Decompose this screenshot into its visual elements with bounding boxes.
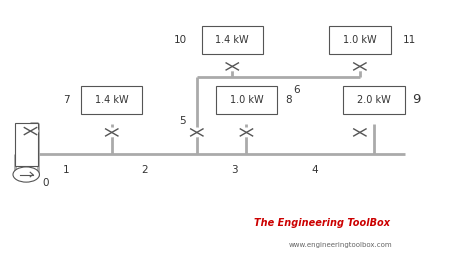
Circle shape [23,127,38,135]
Text: The Engineering ToolBox: The Engineering ToolBox [254,218,390,229]
Circle shape [13,167,39,182]
FancyBboxPatch shape [81,85,143,114]
FancyBboxPatch shape [329,26,391,54]
Text: 1.4 kW: 1.4 kW [216,35,249,45]
Circle shape [225,62,240,71]
Text: 2: 2 [142,165,148,176]
Text: 9: 9 [412,93,421,106]
FancyBboxPatch shape [15,123,37,166]
FancyBboxPatch shape [216,85,277,114]
Circle shape [353,128,367,137]
Text: www.engineeringtoolbox.com: www.engineeringtoolbox.com [289,242,393,248]
Circle shape [104,128,119,137]
Circle shape [353,62,367,71]
Text: 8: 8 [286,95,292,105]
FancyBboxPatch shape [201,26,263,54]
Text: 1.0 kW: 1.0 kW [229,95,263,105]
Text: 2.0 kW: 2.0 kW [357,95,391,105]
Text: 10: 10 [174,35,187,45]
Text: 11: 11 [402,35,416,45]
Text: 0: 0 [42,178,49,188]
Circle shape [190,128,204,137]
Text: 1.4 kW: 1.4 kW [95,95,128,105]
Text: 6: 6 [293,85,300,95]
Text: 1.0 kW: 1.0 kW [343,35,377,45]
Text: 4: 4 [312,165,319,176]
Circle shape [239,128,254,137]
FancyBboxPatch shape [343,85,405,114]
Text: 3: 3 [231,165,238,176]
Text: 7: 7 [64,95,70,105]
Text: 5: 5 [179,116,186,126]
Text: 1: 1 [63,165,70,176]
